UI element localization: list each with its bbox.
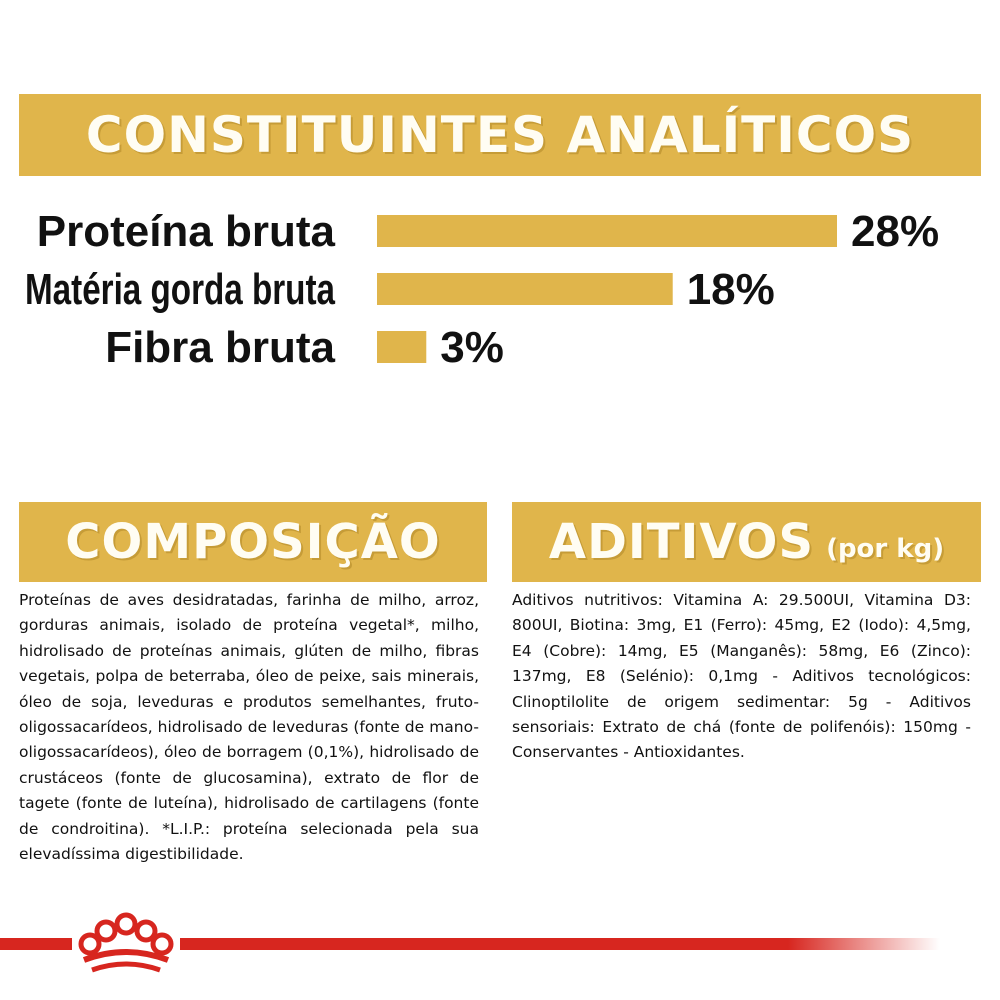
bar (377, 273, 673, 305)
bar (377, 215, 837, 247)
value-label: 3% (440, 323, 504, 372)
category-label: Proteína bruta (37, 207, 336, 256)
category-label: Matéria gorda bruta (25, 265, 335, 314)
analytical-banner: CONSTITUINTES ANALÍTICOS (19, 94, 981, 176)
bar (377, 331, 427, 363)
composition-title: COMPOSIÇÃO (65, 514, 441, 570)
value-label: 18% (687, 265, 775, 314)
analytical-title: CONSTITUINTES ANALÍTICOS (85, 106, 915, 164)
composition-banner: COMPOSIÇÃO (19, 502, 487, 582)
additives-banner: ADITIVOS (por kg) (512, 502, 981, 582)
royal-canin-crown-icon (78, 912, 174, 973)
footer-stripe-left (0, 938, 72, 950)
footer-stripe-right (180, 938, 940, 950)
additives-text: Aditivos nutritivos: Vitamina A: 29.500U… (512, 591, 971, 762)
analytical-bar-chart: Proteína bruta 28% Matéria gorda bruta 18% F… (25, 207, 939, 372)
value-label: 28% (851, 207, 939, 256)
additives-title: ADITIVOS (548, 514, 815, 570)
additives-subtitle: (por kg) (826, 534, 945, 564)
category-label: Fibra bruta (105, 323, 335, 372)
footer-brand-stripe (0, 912, 940, 973)
composition-text: Proteínas de aves desidratadas, farinha … (19, 591, 479, 864)
